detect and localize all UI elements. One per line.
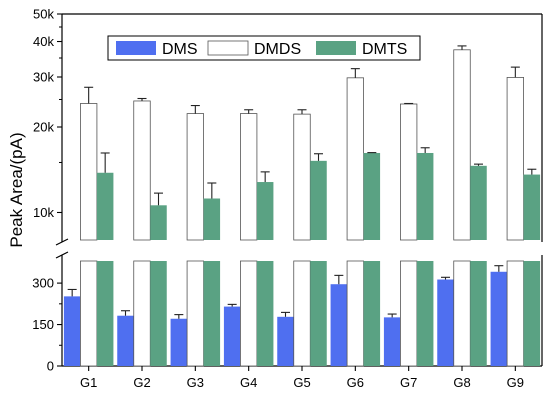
bar-dmds-g1: [80, 103, 98, 241]
y-tick-label: 150: [32, 317, 54, 332]
bar-dmts-g6-lower: [363, 261, 381, 366]
x-tick-label: G8: [453, 375, 470, 390]
x-tick-label: G9: [507, 375, 524, 390]
bar-dmts-g5-lower: [310, 261, 327, 366]
y-tick-label: 40k: [33, 34, 54, 49]
bar-dmds-g9: [506, 77, 524, 241]
bar-dmts-g3-lower: [203, 261, 221, 366]
bar-dmds-g6-lower: [346, 260, 364, 367]
bar-dms-g5: [277, 316, 294, 366]
legend: DMS DMDS DMTS: [107, 35, 421, 61]
legend-swatch-dms: [116, 41, 156, 55]
axis-break-mark: [55, 238, 69, 246]
bar-dms-g6: [330, 284, 348, 366]
bar-dmds-g5-lower: [293, 260, 311, 367]
bar-dmds-g3: [186, 113, 204, 241]
bar-dmds-g7-lower: [400, 260, 418, 367]
plot-area: 0 150 300 10k 20k 30k 40k 50k G1 G2 G3 G4 G5 G6 G7 G8 G9: [32, 7, 543, 390]
bar-dmts-g6: [363, 152, 381, 240]
bar-dmts-g9: [523, 174, 541, 240]
bar-dmts-g8-lower: [470, 261, 487, 366]
bar-dmts-g7-lower: [416, 261, 434, 366]
bar-dms-g8: [437, 279, 454, 366]
x-tick-label: G2: [133, 375, 150, 390]
bar-dmts-g4: [256, 182, 274, 240]
bar-dmds-g4-lower: [240, 260, 258, 367]
bar-dmts-g7: [416, 152, 434, 240]
bar-dmds-g6: [346, 77, 364, 241]
bar-dmds-g7: [400, 103, 418, 241]
y-tick-label: 300: [32, 276, 54, 291]
bar-dmts-g4-lower: [256, 261, 274, 366]
legend-swatch-dmts: [316, 41, 356, 55]
bar-dmts-g8: [470, 165, 487, 240]
bar-dmds-g5: [293, 113, 311, 241]
legend-label-dms: DMS: [162, 41, 198, 58]
bar-dmds-g2: [133, 100, 151, 241]
bar-dmts-g2: [150, 205, 167, 240]
legend-box: [107, 35, 421, 61]
x-tick-label: G7: [400, 375, 417, 390]
bar-dmts-g3: [203, 198, 221, 240]
x-tick-label: G6: [347, 375, 364, 390]
bar-dmts-g1-lower: [96, 261, 114, 366]
bar-dms-g4: [223, 306, 241, 366]
y-tick-label: 20k: [33, 120, 54, 135]
bar-dmds-g9-lower: [506, 260, 524, 367]
bar-dmds-g8-lower: [453, 260, 471, 367]
bar-dmds-g1-lower: [80, 260, 98, 367]
bar-dms-g7: [383, 317, 401, 366]
legend-label-dmds: DMDS: [254, 41, 301, 58]
bar-dmts-g9-lower: [523, 261, 541, 366]
bar-dmds-g2-lower: [133, 260, 151, 367]
y-tick-label: 0: [47, 359, 54, 374]
y-tick-label: 30k: [33, 69, 54, 84]
bar-dmts-g2-lower: [150, 261, 167, 366]
y-axis-title: Peak Area/(pA): [7, 132, 26, 247]
bar-dmts-g5: [310, 160, 327, 240]
axis-break-mark: [55, 251, 69, 259]
legend-label-dmts: DMTS: [362, 41, 407, 58]
bar-dmds-g8: [453, 49, 471, 241]
bar-dms-g9: [490, 271, 508, 366]
x-tick-label: G3: [187, 375, 204, 390]
x-tick-label: G4: [240, 375, 257, 390]
bar-dmds-g4: [240, 113, 258, 241]
x-tick-label: G1: [80, 375, 97, 390]
x-tick-label: G5: [293, 375, 310, 390]
bar-dms-g3: [170, 318, 188, 366]
y-tick-label: 10k: [33, 205, 54, 220]
bar-dms-g1: [63, 296, 81, 366]
bar-dmds-g3-lower: [186, 260, 204, 367]
bar-dmts-g1: [96, 172, 114, 240]
bar-dms-g2: [117, 315, 134, 366]
legend-swatch-dmds: [207, 40, 249, 56]
y-tick-label: 50k: [33, 7, 54, 22]
